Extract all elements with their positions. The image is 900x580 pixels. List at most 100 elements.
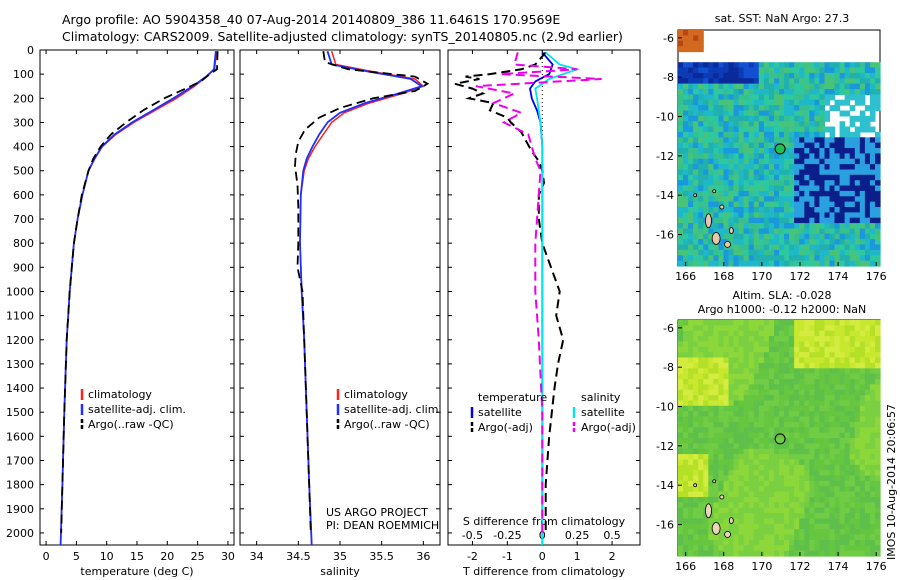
map-cell bbox=[809, 244, 815, 251]
map-cell bbox=[743, 416, 750, 423]
map-cell bbox=[799, 249, 805, 256]
map-cell bbox=[748, 83, 755, 90]
map-cell bbox=[779, 518, 785, 525]
map-cell bbox=[799, 448, 805, 455]
map-cell bbox=[829, 207, 836, 213]
map-cell bbox=[829, 67, 836, 74]
map-cell bbox=[713, 395, 719, 402]
map-cell bbox=[829, 212, 836, 219]
map-cell bbox=[728, 89, 735, 95]
map-cell bbox=[758, 486, 765, 493]
map-cell bbox=[738, 233, 745, 240]
map-cell bbox=[693, 346, 699, 353]
map-cell bbox=[809, 416, 815, 423]
map-cell bbox=[779, 373, 785, 380]
map-cell bbox=[829, 142, 836, 149]
map-cell bbox=[854, 534, 861, 541]
map-cell bbox=[809, 346, 815, 353]
map-cell bbox=[763, 368, 770, 375]
map-cell bbox=[839, 249, 846, 256]
map-cell bbox=[839, 164, 846, 171]
map-cell bbox=[743, 239, 750, 246]
map-cell bbox=[784, 239, 790, 246]
map-cell bbox=[819, 438, 825, 444]
map-x-tick-label: 172 bbox=[789, 270, 810, 283]
map-cell bbox=[784, 190, 790, 197]
map-cell bbox=[738, 244, 745, 251]
map-cell bbox=[799, 244, 805, 251]
map-cell bbox=[859, 115, 866, 122]
map-cell bbox=[728, 411, 735, 418]
map-cell bbox=[789, 411, 795, 418]
map-cell bbox=[819, 137, 825, 144]
map-cell bbox=[799, 174, 805, 181]
map-cell bbox=[774, 443, 780, 450]
map-cell bbox=[748, 421, 755, 428]
map-cell bbox=[698, 459, 704, 466]
map-cell bbox=[859, 464, 866, 471]
map-cell bbox=[758, 475, 765, 482]
map-cell bbox=[794, 432, 800, 439]
map-cell bbox=[875, 325, 881, 332]
map-cell bbox=[834, 438, 841, 444]
map-cell bbox=[678, 148, 684, 154]
map-cell bbox=[779, 507, 785, 514]
map-cell bbox=[789, 148, 795, 154]
map-cell bbox=[738, 89, 745, 95]
map-cell bbox=[809, 89, 815, 95]
map-cell bbox=[804, 454, 810, 461]
map-cell bbox=[854, 411, 861, 418]
map-cell bbox=[748, 212, 755, 219]
map-cell bbox=[834, 105, 841, 112]
map-cell bbox=[713, 115, 719, 122]
map-cell bbox=[733, 395, 740, 402]
map-cell bbox=[779, 475, 785, 482]
map-cell bbox=[859, 497, 866, 503]
map-cell bbox=[834, 502, 841, 509]
map-cell bbox=[864, 89, 871, 95]
map-cell bbox=[824, 427, 831, 434]
map-cell bbox=[708, 185, 714, 192]
map-cell bbox=[753, 475, 760, 482]
map-cell bbox=[864, 78, 871, 85]
map-cell bbox=[875, 405, 881, 412]
map-cell bbox=[708, 320, 714, 326]
map-cell bbox=[708, 448, 714, 455]
map-cell bbox=[698, 89, 704, 95]
map-cell bbox=[703, 497, 709, 503]
map-cell bbox=[733, 83, 740, 90]
map-cell bbox=[713, 400, 719, 407]
map-cell bbox=[748, 475, 755, 482]
map-cell bbox=[814, 164, 820, 171]
map-cell bbox=[869, 174, 876, 181]
x-tick-label: 36 bbox=[416, 550, 430, 563]
map-cell bbox=[789, 486, 795, 493]
map-cell bbox=[733, 223, 740, 230]
map-cell bbox=[834, 411, 841, 418]
map-cell bbox=[839, 448, 846, 455]
map-cell bbox=[824, 249, 831, 256]
map-cell bbox=[763, 379, 770, 385]
map-cell bbox=[723, 94, 730, 101]
map-cell bbox=[693, 35, 699, 42]
map-cell bbox=[688, 325, 694, 332]
map-cell bbox=[824, 169, 831, 176]
map-cell bbox=[859, 432, 866, 439]
map-cell bbox=[733, 497, 740, 503]
map-cell bbox=[809, 507, 815, 514]
map-cell bbox=[758, 379, 765, 385]
map-cell bbox=[869, 201, 876, 208]
map-cell bbox=[849, 389, 856, 396]
map-cell bbox=[789, 137, 795, 144]
map-cell bbox=[678, 110, 684, 117]
map-cell bbox=[703, 427, 709, 434]
map-cell bbox=[683, 121, 689, 128]
map-cell bbox=[814, 545, 820, 552]
map-cell bbox=[708, 475, 714, 482]
map-cell bbox=[875, 502, 881, 509]
map-cell bbox=[875, 507, 881, 514]
map-cell bbox=[708, 94, 714, 101]
map-cell bbox=[864, 196, 871, 203]
map-cell bbox=[763, 475, 770, 482]
map-cell bbox=[683, 352, 689, 359]
